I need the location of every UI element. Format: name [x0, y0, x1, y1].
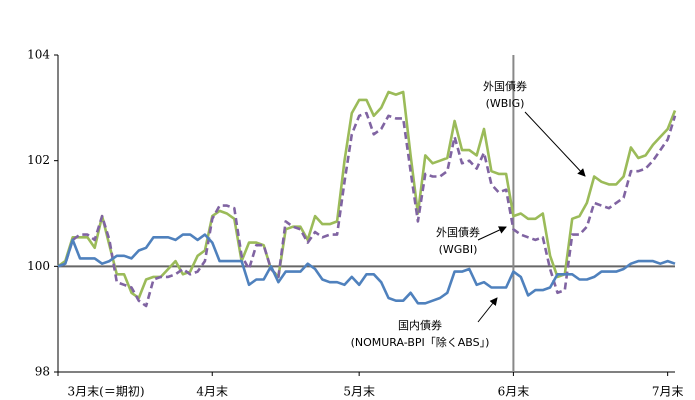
annotation: (NOMURA-BPI「除くABS」)	[351, 335, 490, 349]
x-tick-label: 3月末(＝期初)	[68, 385, 145, 399]
y-tick-label: 100	[27, 259, 50, 273]
x-tick-label: 5月末	[343, 385, 375, 399]
arrow	[524, 111, 586, 177]
x-tick-label: 4月末	[196, 385, 228, 399]
y-tick-label: 98	[35, 365, 50, 379]
annotation: (WGBI)	[439, 243, 478, 256]
annotation: (WBIG)	[486, 97, 525, 110]
series-line	[57, 233, 676, 305]
y-tick-label: 104	[27, 48, 50, 62]
annotation: 外国債券	[436, 225, 480, 239]
x-tick-label: 6月末	[498, 385, 530, 399]
series-line	[57, 111, 677, 308]
x-tick-label: 7月末	[652, 385, 684, 399]
annotation: 外国債券	[483, 79, 527, 93]
annotation: 国内債券	[398, 318, 442, 332]
arrow	[477, 297, 498, 323]
arrow	[477, 226, 507, 241]
y-tick-label: 102	[27, 153, 50, 167]
